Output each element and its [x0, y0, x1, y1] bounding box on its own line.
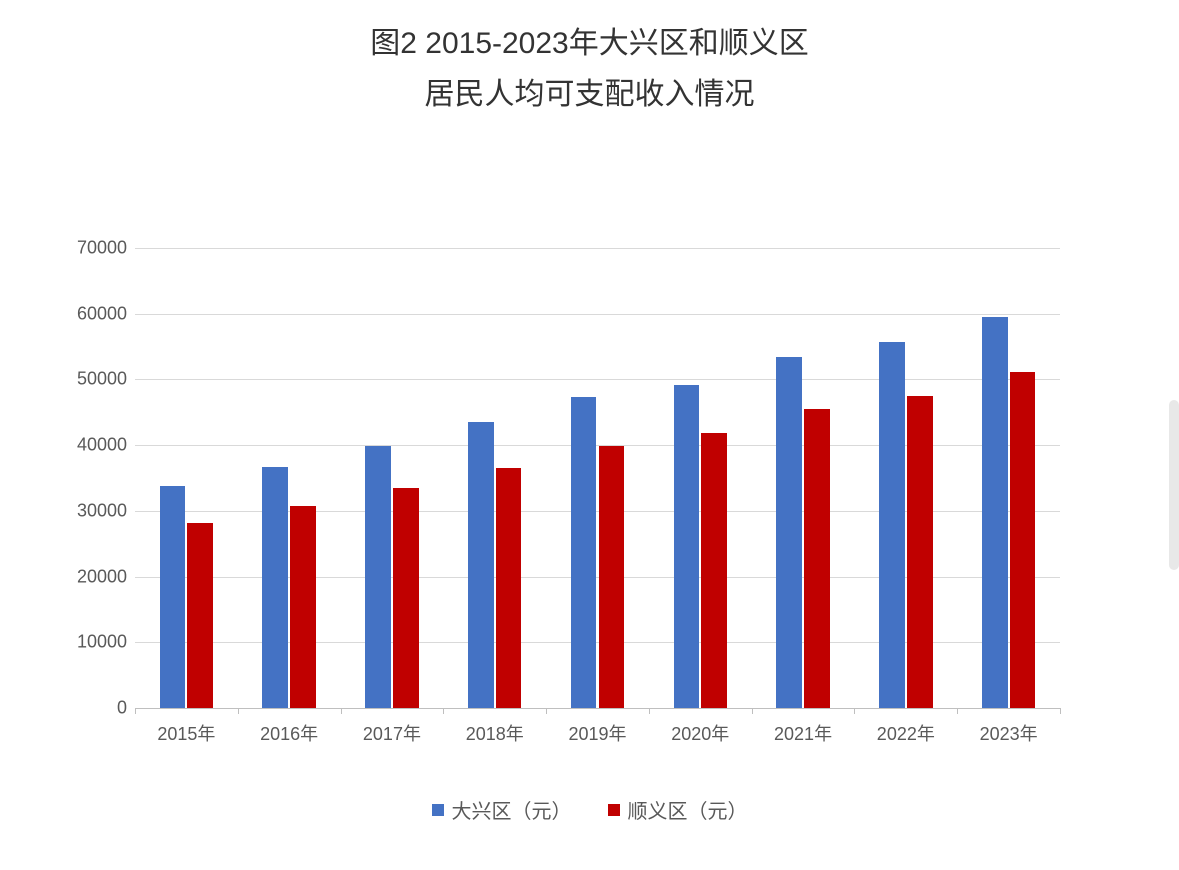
- x-tick-mark: [443, 708, 444, 714]
- bar: [674, 385, 700, 708]
- y-tick-label: 30000: [77, 500, 135, 521]
- bar: [776, 357, 802, 708]
- bar: [290, 506, 316, 708]
- bar: [187, 523, 213, 708]
- x-tick-mark: [957, 708, 958, 714]
- x-tick-mark: [854, 708, 855, 714]
- y-tick-label: 10000: [77, 632, 135, 653]
- x-tick-label: 2020年: [671, 708, 729, 746]
- plot-area: 0100002000030000400005000060000700002015…: [135, 248, 1060, 708]
- bar: [262, 467, 288, 708]
- bar: [393, 488, 419, 708]
- x-tick-label: 2022年: [877, 708, 935, 746]
- x-tick-mark: [1060, 708, 1061, 714]
- legend-item: 大兴区（元）: [432, 795, 572, 824]
- bar: [468, 422, 494, 708]
- bar: [1010, 372, 1036, 708]
- bar: [160, 486, 186, 708]
- bar: [907, 396, 933, 708]
- x-tick-label: 2018年: [466, 708, 524, 746]
- scrollbar-thumb[interactable]: [1169, 400, 1179, 570]
- gridline: [135, 314, 1060, 315]
- x-tick-mark: [341, 708, 342, 714]
- y-tick-label: 20000: [77, 566, 135, 587]
- x-tick-label: 2016年: [260, 708, 318, 746]
- chart-legend: 大兴区（元） 顺义区（元）: [0, 795, 1179, 824]
- x-tick-mark: [238, 708, 239, 714]
- x-tick-label: 2021年: [774, 708, 832, 746]
- x-tick-mark: [546, 708, 547, 714]
- legend-item: 顺义区（元）: [608, 795, 748, 824]
- y-tick-label: 60000: [77, 303, 135, 324]
- bar: [365, 446, 391, 708]
- bar: [701, 433, 727, 708]
- y-tick-label: 70000: [77, 238, 135, 259]
- x-tick-mark: [649, 708, 650, 714]
- bar-chart: 0 10000 20000 30000 40000 50000 60000 70000 2015…: [0, 0, 1179, 870]
- bar: [599, 446, 625, 708]
- legend-label: 大兴区（元）: [452, 795, 572, 824]
- legend-swatch: [432, 804, 444, 816]
- bar: [879, 342, 905, 708]
- x-tick-mark: [135, 708, 136, 714]
- y-tick-label: 40000: [77, 435, 135, 456]
- y-tick-label: 50000: [77, 369, 135, 390]
- x-tick-label: 2023年: [980, 708, 1038, 746]
- gridline: [135, 248, 1060, 249]
- bar: [496, 468, 522, 709]
- x-tick-mark: [752, 708, 753, 714]
- page: 图2 2015-2023年大兴区和顺义区 居民人均可支配收入情况 0100002…: [0, 0, 1179, 870]
- legend-label: 顺义区（元）: [628, 795, 748, 824]
- bar: [982, 317, 1008, 708]
- x-tick-label: 2015年: [157, 708, 215, 746]
- y-tick-label: 0: [117, 698, 135, 719]
- legend-swatch: [608, 804, 620, 816]
- x-tick-label: 2019年: [568, 708, 626, 746]
- x-tick-label: 2017年: [363, 708, 421, 746]
- bar: [804, 409, 830, 708]
- gridline: [135, 379, 1060, 380]
- bar: [571, 397, 597, 708]
